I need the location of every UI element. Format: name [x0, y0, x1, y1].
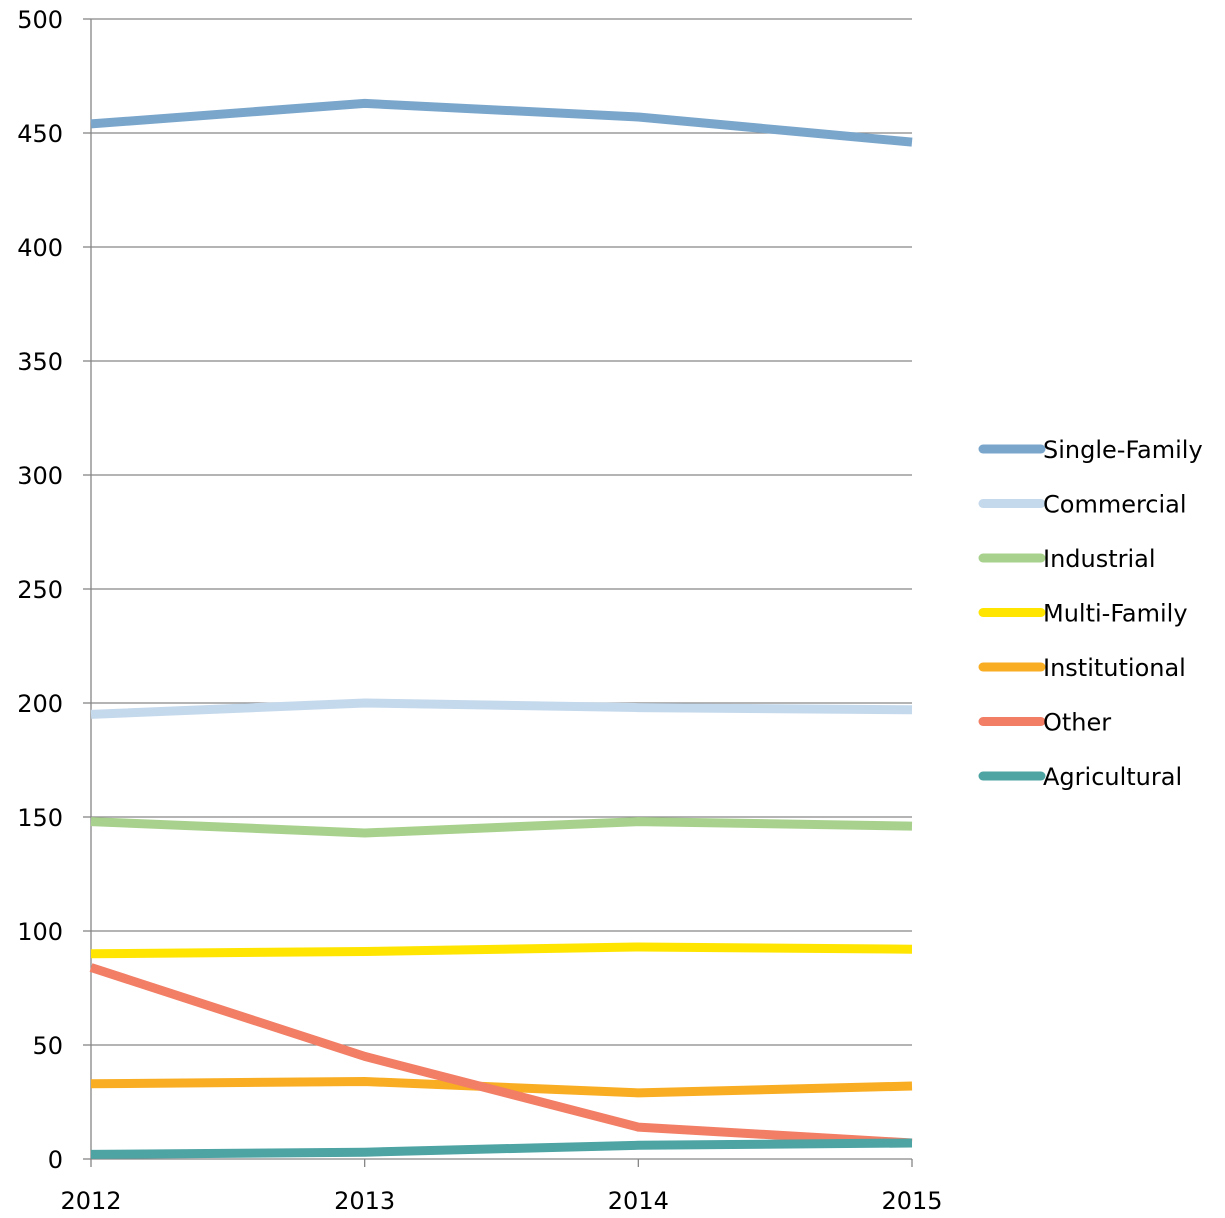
legend-label: Commercial: [1043, 491, 1187, 519]
series-lines: [89, 98, 913, 1159]
series-line-single-family: [90, 98, 913, 147]
legend-label: Other: [1043, 709, 1111, 737]
legend-label: Institutional: [1043, 654, 1186, 682]
y-tick-label: 200: [17, 690, 63, 718]
y-tick-label: 350: [17, 348, 63, 376]
legend-label: Agricultural: [1043, 763, 1182, 791]
x-tick-label: 2015: [881, 1187, 942, 1215]
legend-label: Industrial: [1043, 545, 1156, 573]
legend-label: Single-Family: [1043, 436, 1203, 464]
series-line-agricultural: [90, 1138, 913, 1159]
y-tick-label: 0: [48, 1146, 63, 1174]
axes: 0 50 100 150 200 250 300 350 400 450 500 2012 2013 20…: [17, 6, 942, 1215]
series-line-industrial: [90, 817, 913, 838]
y-tick-label: 50: [32, 1032, 63, 1060]
y-tick-label: 300: [17, 462, 63, 490]
x-tick-label: 2012: [60, 1187, 121, 1215]
y-tick-label: 150: [17, 804, 63, 832]
y-tick-label: 500: [17, 6, 63, 34]
y-tick-label: 400: [17, 234, 63, 262]
gridlines: [91, 18, 912, 1046]
series-line-other: [89, 963, 913, 1148]
y-tick-label: 450: [17, 120, 63, 148]
y-tick-label: 100: [17, 918, 63, 946]
legend-label: Multi-Family: [1043, 600, 1188, 628]
x-tick-label: 2013: [334, 1187, 395, 1215]
y-tick-label: 250: [17, 576, 63, 604]
x-tick-label: 2014: [608, 1187, 669, 1215]
series-line-multi-family: [90, 942, 913, 959]
legend: Single-Family Commercial Industrial Multi-F…: [978, 436, 1203, 791]
series-line-commercial: [90, 698, 913, 719]
